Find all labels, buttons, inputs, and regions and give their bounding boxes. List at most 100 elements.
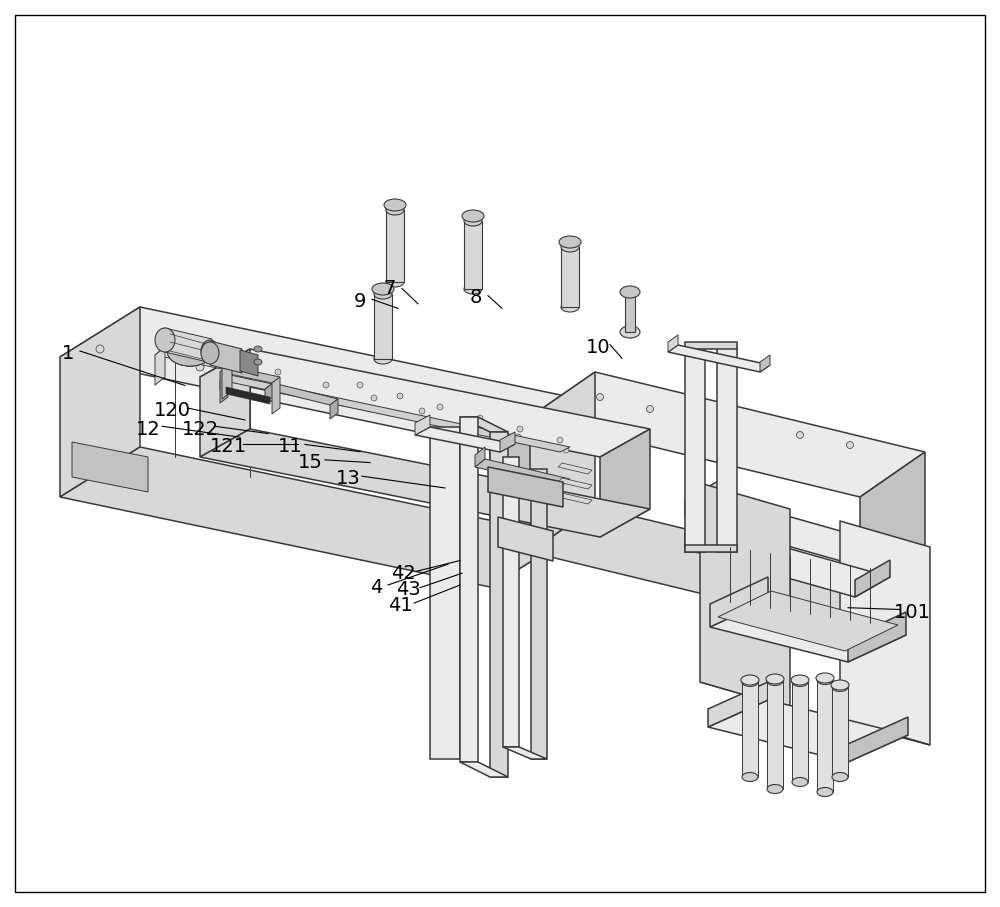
Ellipse shape bbox=[372, 283, 394, 295]
Ellipse shape bbox=[742, 773, 758, 782]
Polygon shape bbox=[415, 415, 430, 435]
Polygon shape bbox=[210, 341, 242, 373]
Polygon shape bbox=[558, 493, 592, 504]
Circle shape bbox=[596, 394, 604, 401]
Ellipse shape bbox=[254, 346, 262, 352]
Polygon shape bbox=[840, 521, 930, 745]
Polygon shape bbox=[625, 292, 635, 332]
Polygon shape bbox=[460, 427, 475, 767]
Polygon shape bbox=[668, 345, 770, 372]
Ellipse shape bbox=[792, 678, 808, 687]
Polygon shape bbox=[272, 377, 280, 414]
Text: 7: 7 bbox=[384, 279, 396, 297]
Polygon shape bbox=[220, 366, 228, 403]
Ellipse shape bbox=[816, 673, 834, 683]
Polygon shape bbox=[685, 342, 737, 349]
Ellipse shape bbox=[201, 342, 219, 364]
Polygon shape bbox=[792, 682, 808, 782]
Ellipse shape bbox=[620, 286, 640, 298]
Polygon shape bbox=[760, 355, 770, 372]
Text: 10: 10 bbox=[586, 338, 610, 356]
Circle shape bbox=[846, 442, 854, 448]
Text: 101: 101 bbox=[894, 603, 930, 621]
Ellipse shape bbox=[374, 354, 392, 364]
Polygon shape bbox=[503, 457, 519, 747]
Polygon shape bbox=[60, 307, 140, 497]
Text: 12: 12 bbox=[136, 420, 160, 438]
Polygon shape bbox=[460, 762, 508, 777]
Ellipse shape bbox=[766, 674, 784, 684]
Polygon shape bbox=[500, 432, 515, 452]
Polygon shape bbox=[685, 512, 720, 549]
Ellipse shape bbox=[561, 302, 579, 312]
Polygon shape bbox=[685, 545, 737, 552]
Polygon shape bbox=[668, 335, 678, 352]
Ellipse shape bbox=[374, 289, 392, 299]
Text: 4: 4 bbox=[370, 579, 382, 597]
Polygon shape bbox=[222, 361, 232, 399]
Polygon shape bbox=[200, 349, 250, 457]
Ellipse shape bbox=[832, 682, 848, 691]
Ellipse shape bbox=[792, 777, 808, 786]
Polygon shape bbox=[72, 442, 148, 492]
Text: 41: 41 bbox=[388, 597, 412, 615]
Ellipse shape bbox=[384, 199, 406, 211]
Text: 11: 11 bbox=[278, 437, 302, 455]
Circle shape bbox=[563, 447, 569, 453]
Circle shape bbox=[477, 415, 483, 421]
Polygon shape bbox=[460, 417, 508, 432]
Ellipse shape bbox=[386, 205, 404, 215]
Polygon shape bbox=[531, 469, 547, 759]
Ellipse shape bbox=[832, 773, 848, 782]
Polygon shape bbox=[710, 577, 768, 627]
Polygon shape bbox=[464, 221, 482, 289]
Circle shape bbox=[357, 382, 363, 388]
Polygon shape bbox=[60, 307, 570, 447]
Polygon shape bbox=[817, 680, 833, 792]
Ellipse shape bbox=[464, 284, 482, 294]
Polygon shape bbox=[855, 560, 890, 597]
Polygon shape bbox=[708, 682, 768, 727]
Polygon shape bbox=[415, 427, 515, 452]
Circle shape bbox=[646, 405, 654, 413]
Polygon shape bbox=[700, 682, 930, 745]
Circle shape bbox=[396, 398, 404, 406]
Circle shape bbox=[196, 363, 204, 371]
Circle shape bbox=[515, 434, 521, 440]
Ellipse shape bbox=[155, 328, 175, 352]
Polygon shape bbox=[165, 328, 212, 363]
Polygon shape bbox=[742, 682, 758, 777]
Polygon shape bbox=[860, 452, 925, 632]
Circle shape bbox=[557, 437, 563, 443]
Ellipse shape bbox=[168, 338, 212, 366]
Polygon shape bbox=[862, 576, 920, 604]
Circle shape bbox=[437, 404, 443, 410]
Polygon shape bbox=[708, 700, 908, 762]
Polygon shape bbox=[862, 601, 920, 629]
Polygon shape bbox=[685, 497, 890, 565]
Ellipse shape bbox=[831, 680, 849, 690]
Ellipse shape bbox=[168, 338, 212, 366]
Ellipse shape bbox=[254, 359, 262, 365]
Polygon shape bbox=[862, 551, 920, 579]
Polygon shape bbox=[710, 600, 906, 662]
Polygon shape bbox=[226, 387, 270, 404]
Ellipse shape bbox=[817, 676, 833, 685]
Ellipse shape bbox=[464, 216, 482, 226]
Polygon shape bbox=[200, 429, 650, 537]
Polygon shape bbox=[832, 687, 848, 777]
Ellipse shape bbox=[791, 675, 809, 685]
Polygon shape bbox=[240, 350, 258, 376]
Polygon shape bbox=[685, 347, 705, 552]
Circle shape bbox=[419, 408, 425, 414]
Ellipse shape bbox=[462, 210, 484, 222]
Polygon shape bbox=[685, 529, 890, 597]
Circle shape bbox=[323, 382, 329, 388]
Polygon shape bbox=[718, 591, 898, 651]
Polygon shape bbox=[374, 294, 392, 359]
Circle shape bbox=[517, 426, 523, 432]
Ellipse shape bbox=[767, 677, 783, 686]
Polygon shape bbox=[386, 210, 404, 282]
Ellipse shape bbox=[767, 785, 783, 794]
Circle shape bbox=[696, 415, 704, 423]
